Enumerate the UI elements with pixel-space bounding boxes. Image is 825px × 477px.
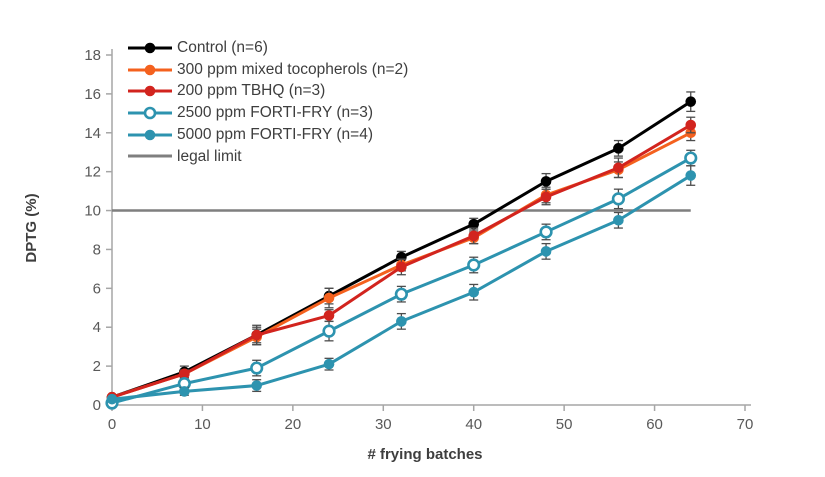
data-point — [179, 368, 190, 380]
legend-item-forti-fry-2500: 2500 ppm FORTI-FRY (n=3) — [128, 102, 408, 124]
data-point — [468, 230, 480, 242]
legend-item-legal-limit: legal limit — [128, 145, 408, 167]
data-point — [685, 119, 697, 131]
data-point — [468, 218, 480, 230]
legend-marker-line-dot-icon — [128, 64, 172, 75]
plot-area — [105, 91, 698, 410]
data-point — [684, 151, 698, 165]
data-point — [396, 261, 407, 273]
data-point — [323, 358, 335, 370]
data-point — [179, 386, 190, 397]
axes: 0 2 4 6 8 10 12 14 16 18 0 10 20 30 40 50 60 70 — [84, 47, 753, 433]
data-point — [468, 286, 480, 298]
x-tick-label: 50 — [556, 416, 573, 433]
data-point — [250, 361, 264, 375]
legend-marker-line-dot-icon — [128, 129, 172, 140]
x-tick-label: 0 — [108, 416, 116, 433]
data-point — [323, 292, 335, 304]
y-tick-label: 14 — [84, 125, 101, 142]
legend-marker-line-dot-icon — [128, 42, 172, 54]
data-point — [613, 143, 624, 154]
data-point — [106, 393, 118, 405]
data-point — [323, 310, 335, 321]
data-point — [613, 214, 624, 226]
data-point — [685, 96, 697, 107]
legend-item-tocopherols: 300 ppm mixed tocopherols (n=2) — [128, 59, 408, 81]
legend-marker-line-icon — [128, 154, 172, 158]
data-point — [394, 287, 408, 301]
y-tick-label: 10 — [84, 203, 101, 220]
x-axis-title: # frying batches — [367, 446, 482, 463]
legend-item-control: Control (n=6) — [128, 37, 408, 59]
x-tick-label: 20 — [285, 416, 302, 433]
legend-label: 300 ppm mixed tocopherols (n=2) — [177, 60, 409, 78]
data-point — [685, 170, 697, 181]
data-point — [396, 251, 407, 263]
data-point — [613, 162, 624, 174]
data-point — [540, 191, 552, 203]
data-point — [540, 176, 552, 187]
y-tick-label: 12 — [84, 164, 101, 181]
legend-label: 2500 ppm FORTI-FRY (n=3) — [177, 104, 373, 122]
data-point — [322, 324, 336, 338]
x-tick-label: 10 — [194, 416, 211, 433]
legend-marker-line-open-dot-icon — [128, 106, 172, 120]
x-tick-label: 40 — [465, 416, 482, 433]
legend-item-tbhq: 200 ppm TBHQ (n=3) — [128, 80, 408, 102]
legend-label: Control (n=6) — [177, 39, 268, 57]
y-tick-label: 0 — [93, 397, 101, 414]
y-tick-label: 8 — [93, 241, 101, 258]
y-tick-label: 2 — [93, 358, 101, 375]
legend-label: legal limit — [177, 147, 242, 165]
y-tick-label: 4 — [93, 319, 101, 336]
y-tick-label: 6 — [93, 280, 101, 297]
x-tick-label: 60 — [646, 416, 663, 433]
legend-label: 200 ppm TBHQ (n=3) — [177, 82, 326, 100]
y-tick-label: 16 — [84, 86, 101, 103]
data-point — [611, 192, 626, 206]
data-point — [251, 380, 262, 391]
legend-item-forti-fry-5000: 5000 ppm FORTI-FRY (n=4) — [128, 124, 408, 146]
data-point — [251, 329, 262, 341]
data-point — [396, 316, 407, 327]
y-axis-title: DPTG (%) — [23, 193, 40, 262]
data-point — [539, 225, 553, 239]
x-tick-label: 30 — [375, 416, 392, 433]
legend-label: 5000 ppm FORTI-FRY (n=4) — [177, 125, 373, 143]
x-tick-label: 70 — [737, 416, 754, 433]
data-point — [540, 246, 552, 257]
legend-marker-line-dot-icon — [128, 85, 172, 97]
data-point — [467, 258, 481, 272]
legend: Control (n=6) 300 ppm mixed tocopherols … — [128, 37, 408, 167]
y-tick-label: 18 — [84, 47, 101, 64]
